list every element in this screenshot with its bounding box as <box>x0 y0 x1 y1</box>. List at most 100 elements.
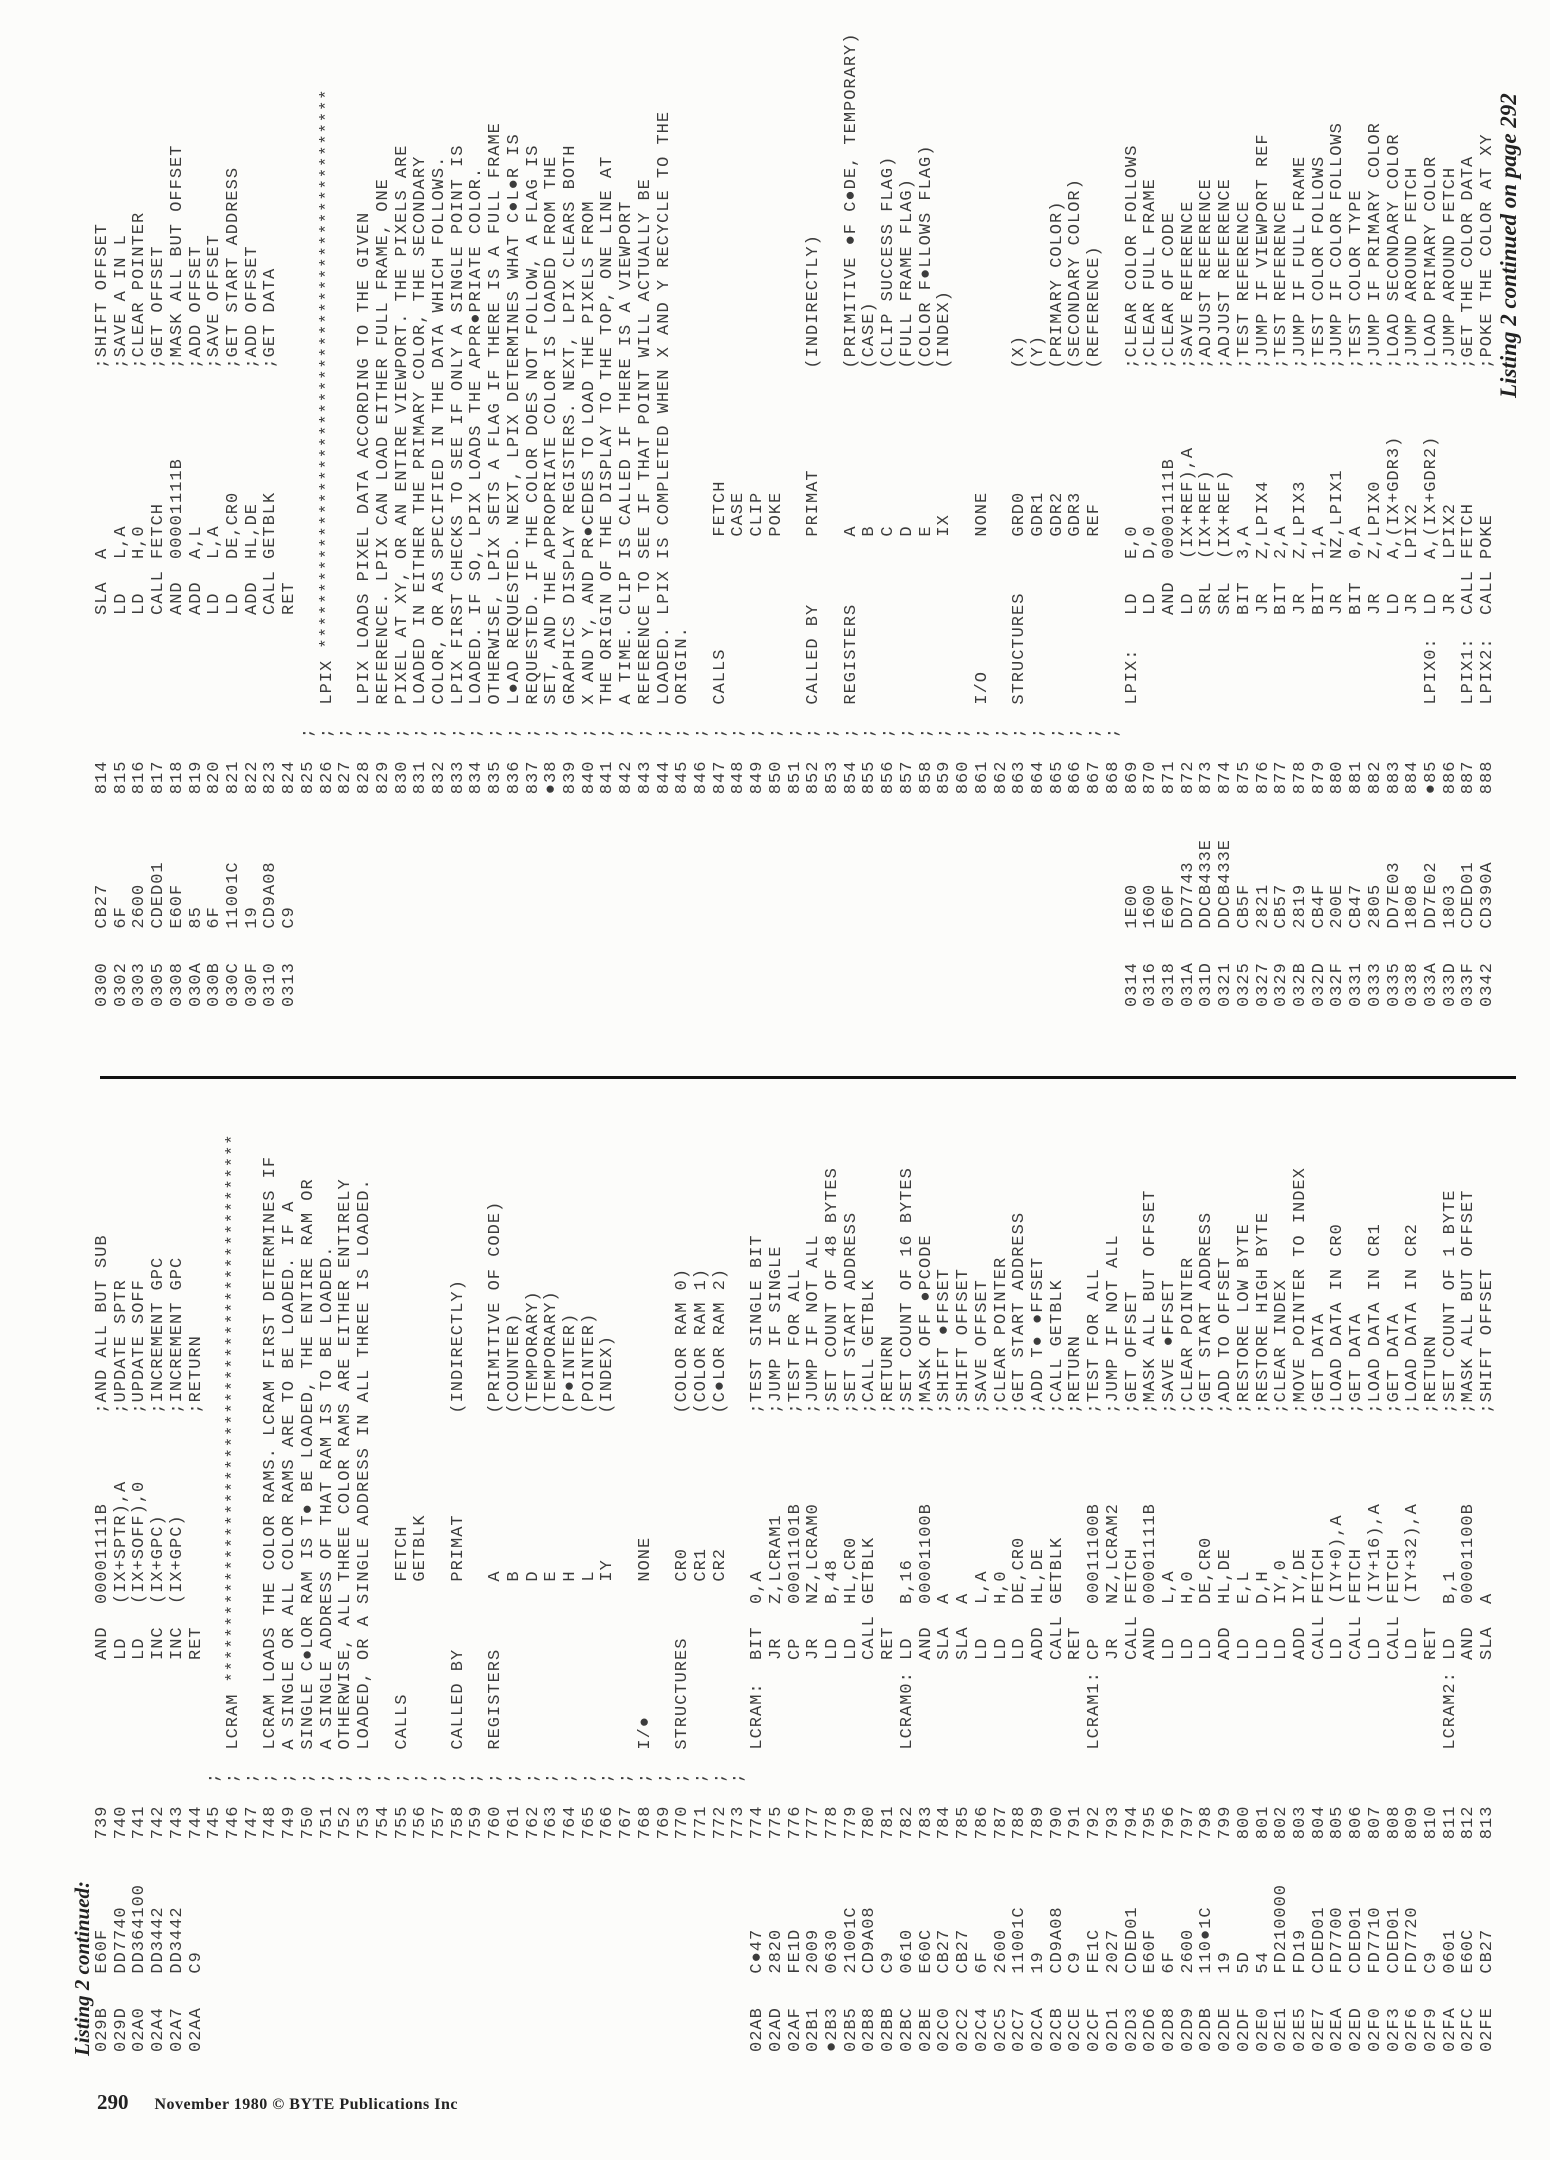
line-number: 871 <box>1159 760 1179 795</box>
comment-marker: ; <box>429 1772 449 1784</box>
comment-marker: ; <box>710 727 730 739</box>
line-opcode: LD <box>1009 1637 1029 1660</box>
line-operand: HL,CR0 <box>841 1536 861 1604</box>
comment-text: SINGLE C●LOR RAM IS T● BE LOADED, THE EN… <box>298 1178 318 1750</box>
listing-line: 02D6 E60F 795 AND 00001111B ;MASK ALL BUT OFF… <box>1141 1092 1161 2052</box>
line-operand: (IY+16),A <box>1365 1503 1385 1604</box>
line-address: 031D <box>1197 962 1216 1007</box>
comment-marker: ; <box>729 1772 749 1784</box>
comment-note: (FULL FRAME FLAG) <box>897 178 917 369</box>
line-address: 02C7 <box>1009 2007 1029 2052</box>
listing-line: 837; REQUESTED. IF THE COLOR DOES NOT FOL… <box>523 47 543 1007</box>
line-opcode: CP <box>785 1637 805 1660</box>
line-comment: ;RETURN <box>186 1335 206 1414</box>
line-object-code: 2027 <box>1103 1928 1123 1974</box>
line-opcode: SRL <box>1215 581 1235 615</box>
line-comment: ;JUMP IF FULL FRAME <box>1290 155 1310 369</box>
listing-line: 852; CALLED BY PRIMAT (INDIRECTLY) <box>804 47 824 1007</box>
line-opcode: CALL <box>1477 570 1497 615</box>
listing-line: 032B 2819 878 JR Z,LPIX3 ;JUMP IF FULL FRAME <box>1290 47 1311 1007</box>
comment-marker: ; <box>223 1772 243 1784</box>
line-comment: ;TEST FOR ALL <box>1084 1267 1104 1414</box>
line-opcode: CP <box>1084 1637 1104 1660</box>
line-comment: ;GET DATA <box>1346 1312 1366 1414</box>
line-operand: L,A <box>111 525 131 559</box>
line-number: 765 <box>579 1805 599 1840</box>
line-object-code: CDED01 <box>148 861 168 929</box>
line-label: LPIX1: <box>1459 637 1479 705</box>
line-object-code: CB27 <box>953 1928 973 1974</box>
comment-text: LPIX FIRST CHECKS TO SEE IF ONLY A SINGL… <box>448 144 468 705</box>
listing-line: 02D3 CDED01 794 CALL FETCH ;GET OFFSET <box>1122 1092 1142 2052</box>
listing-line: 757; <box>429 1092 450 2052</box>
line-opcode: LD <box>130 592 150 615</box>
listing-line: 033D 1803 886 JR LPIX2 ;JUMP AROUND FETCH <box>1440 47 1460 1007</box>
listing-line: 0329 CB57 877 BIT 2,A ;TEST REFERENCE <box>1271 47 1292 1007</box>
line-object-code: C9 <box>1421 1951 1441 1974</box>
listing-block-lines-739-813: 029B E60F 739 AND 00001111B ;AND ALL BUT SUB 0… <box>92 1092 1498 2052</box>
line-number: ●85 <box>1421 760 1441 795</box>
listing-line: 02B8 CD9A08 780 CALL GETBLK ;CALL GETBLK <box>860 1092 880 2052</box>
line-object-code: C9 <box>186 1951 206 1974</box>
line-opcode: LD <box>1253 1637 1273 1660</box>
line-number: 743 <box>167 1805 187 1840</box>
comment-field: FETCH <box>710 480 730 537</box>
line-address: 0329 <box>1271 962 1291 1007</box>
comment-marker: ; <box>392 727 412 739</box>
listing-line: 833; LPIX FIRST CHECKS TO SEE IF ONLY A S… <box>448 47 468 1007</box>
listing-line: 844; LOADED. LPIX IS COMPLETED WHEN X AND… <box>654 47 674 1007</box>
line-number: 868 <box>1103 760 1123 795</box>
listing-line: 0303 2600 816 LD H,0 ;CLEAR POINTER <box>130 47 150 1007</box>
line-operand: 00001111B <box>92 1503 112 1604</box>
comment-marker: ; <box>392 1772 412 1784</box>
line-object-code: DD3442 <box>167 1906 187 1974</box>
line-object-code: CB57 <box>1271 883 1291 929</box>
listing-line: 755; CALLS FETCH <box>392 1092 412 2052</box>
line-operand: NZ,LCRAM2 <box>1103 1503 1123 1604</box>
line-object-code: CB4F <box>1309 883 1329 929</box>
line-operand: (IY+32),A <box>1402 1503 1422 1604</box>
line-comment: ;ADD TO OFFSET <box>1215 1256 1235 1414</box>
line-operand: 0,A <box>1346 525 1366 559</box>
listing-line: 850; POKE <box>766 47 786 1007</box>
line-operand: A <box>1477 1592 1497 1604</box>
comment-note: (REFERENCE) <box>1084 245 1104 369</box>
line-number: 823 <box>261 760 281 795</box>
listing-line: 02E1 FD210000 802 LD IY,0 ;CLEAR INDEX <box>1272 1092 1292 2052</box>
line-object-code: 5D <box>1234 1951 1254 1974</box>
line-operand: (IX+REF) <box>1197 469 1216 559</box>
line-address: 0318 <box>1159 962 1179 1007</box>
listing-line: 033F CDED01 887 LPIX1: CALL FETCH ;GET THE COL… <box>1459 47 1479 1007</box>
line-number: 766 <box>598 1805 617 1840</box>
line-operand: DE,CR0 <box>1009 1536 1029 1604</box>
comment-text: STRUCTURES <box>1009 592 1029 705</box>
line-opcode: SLA <box>1477 1626 1497 1660</box>
line-address: 033F <box>1459 962 1479 1007</box>
listing-line: 843; REFERENCE TO SEE IF THAT POINT WILL … <box>635 47 655 1007</box>
line-address: 032D <box>1309 962 1329 1007</box>
line-object-code: FD7700 <box>1328 1906 1348 1974</box>
listing-line: 839; GRAPHICS DISPLAY REGISTERS. NEXT, LP… <box>560 47 581 1007</box>
line-comment: ;CLEAR COLOR FOLLOWS <box>1122 144 1142 369</box>
line-address: 02CE <box>1065 2007 1085 2052</box>
line-number: 747 <box>242 1805 262 1840</box>
line-number: 759 <box>466 1805 486 1840</box>
line-opcode: JR <box>1365 592 1385 615</box>
comment-text: GRAPHICS DISPLAY REGISTERS. NEXT, LPIX C… <box>560 144 580 705</box>
line-address: 02CF <box>1084 2007 1104 2052</box>
comment-marker: ; <box>729 727 749 739</box>
listing-line: 864; GDR1 (Y) <box>1029 47 1049 1007</box>
listing-line: 02AB C●47 774 LCRAM: BIT 0,A ;TEST SINGLE BIT <box>748 1092 768 2052</box>
line-comment: ;TEST FOR ALL <box>785 1267 805 1414</box>
line-address: 02D3 <box>1122 2007 1142 2052</box>
line-address: 030A <box>186 962 206 1007</box>
listing-line: 842; A TIME. CLIP IS CALLED IF THERE IS A… <box>617 47 637 1007</box>
listing-line: 866; GDR3 (SECONDARY COLOR) <box>1066 47 1086 1007</box>
line-object-code: FD7710 <box>1365 1906 1385 1974</box>
line-object-code: DD7740 <box>111 1906 131 1974</box>
line-operand: 00011101B <box>785 1503 805 1604</box>
line-address: 02DE <box>1215 2007 1235 2052</box>
line-object-code: 2600 <box>991 1928 1011 1974</box>
line-number: 749 <box>279 1805 299 1840</box>
line-number: 879 <box>1309 760 1329 795</box>
